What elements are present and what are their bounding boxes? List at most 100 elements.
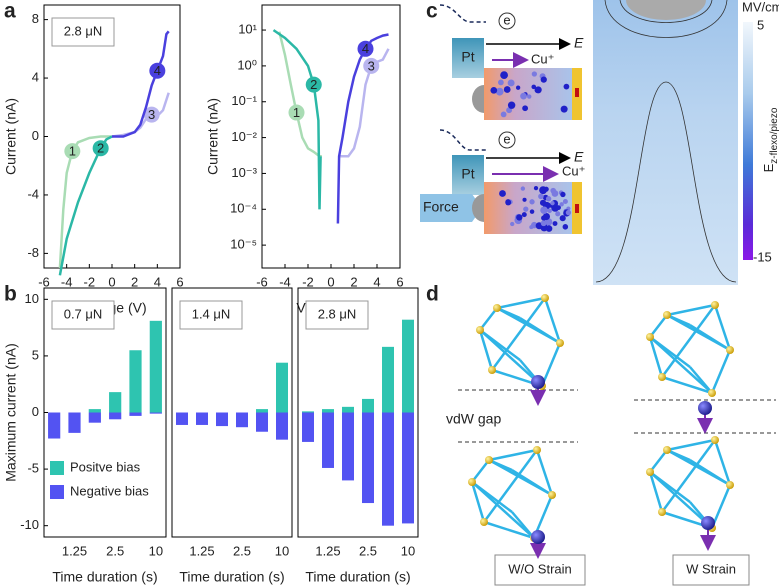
bar [322,412,334,468]
bar [129,412,142,416]
ion-dot [539,186,548,195]
annotation-box [51,17,115,47]
bond [471,481,513,513]
y-axis-label: Current (nA) [3,98,19,175]
ion-dot [555,211,561,217]
bond [483,520,535,540]
series-marker [357,40,374,57]
ion-dot [563,83,570,90]
bar [276,412,288,440]
series-label: 1 [69,144,76,159]
y-tick-label: 10⁻³ [231,165,257,180]
y-axis-label: Current (nA) [205,98,221,175]
bar [129,350,142,413]
bond [470,481,486,523]
field-map [593,0,738,285]
ion-dot [529,199,535,205]
bond [710,484,732,529]
x-tick-label: 2.5 [233,543,251,558]
annotation-box [51,300,115,330]
bond [471,481,535,539]
ion-dot [520,186,526,191]
bond [666,313,691,327]
bar [68,412,81,433]
bond [649,471,691,503]
bond [488,448,538,462]
ion-dot [540,206,548,215]
series-label: 3 [368,58,375,73]
cu-ion [698,401,712,415]
ion-dot [531,84,537,90]
x-axis-label: Time duration (s) [52,569,157,585]
cu-ion [531,530,545,544]
bar [402,319,414,413]
bond [649,336,713,394]
line [58,135,113,276]
panel-label: a [4,0,16,23]
atom [708,389,716,397]
x-tick-label: 2.5 [106,543,124,558]
ion-dot [510,221,515,227]
bar [109,392,122,413]
series-marker [149,62,166,79]
atom [658,508,666,516]
bar [196,412,208,425]
line [112,30,170,138]
atom [658,373,666,381]
atom [646,468,654,476]
atom [480,518,488,526]
bond [479,307,498,331]
line [340,48,390,158]
bond [496,296,546,310]
field: E [574,149,584,165]
y-tick-label: 10⁰ [237,57,257,72]
series-marker [363,57,380,74]
bond [649,449,668,473]
annotation-box [179,300,243,330]
x-tick-label: 6 [176,274,183,289]
ion-dot [500,111,507,118]
bond [488,458,513,472]
series-marker [305,76,322,93]
ion-dot [551,190,559,197]
ion-dot [565,209,572,216]
bond [648,336,664,378]
bar [362,398,374,413]
cu-ion [531,375,545,389]
bond [479,329,521,361]
atom [468,478,476,486]
ion-dot [545,225,553,232]
y-tick-label: -4 [27,186,39,201]
ion-dot [520,92,527,100]
bar [302,411,314,413]
ion-dot [499,190,506,197]
x-axis-label: Time duration (s) [179,569,284,585]
ion-dot [562,198,568,204]
ion-dot [521,212,527,218]
bond [666,303,716,317]
y-tick-label: 4 [32,69,39,84]
x-tick-label: -4 [279,274,291,289]
series-marker [64,143,81,160]
bond [540,342,562,387]
bar [322,409,334,413]
force-label: Force [423,199,459,215]
series-label: 2 [310,77,317,92]
panel-label: b [4,283,17,306]
atom [488,366,496,374]
legend-label: Positve bias [70,459,141,474]
ion-dot [515,85,521,90]
ion-dot [556,205,561,211]
contour [619,0,713,23]
bar [88,412,101,423]
ion-dot [540,76,547,83]
colorbar-min: -15 [753,249,772,264]
x-tick-label: 10 [275,543,289,558]
bond [649,336,691,368]
bond [666,448,691,462]
x-tick-label: 0 [327,274,334,289]
bond [661,375,713,395]
colorbar-symbol: E [761,163,776,172]
bond [660,304,717,378]
